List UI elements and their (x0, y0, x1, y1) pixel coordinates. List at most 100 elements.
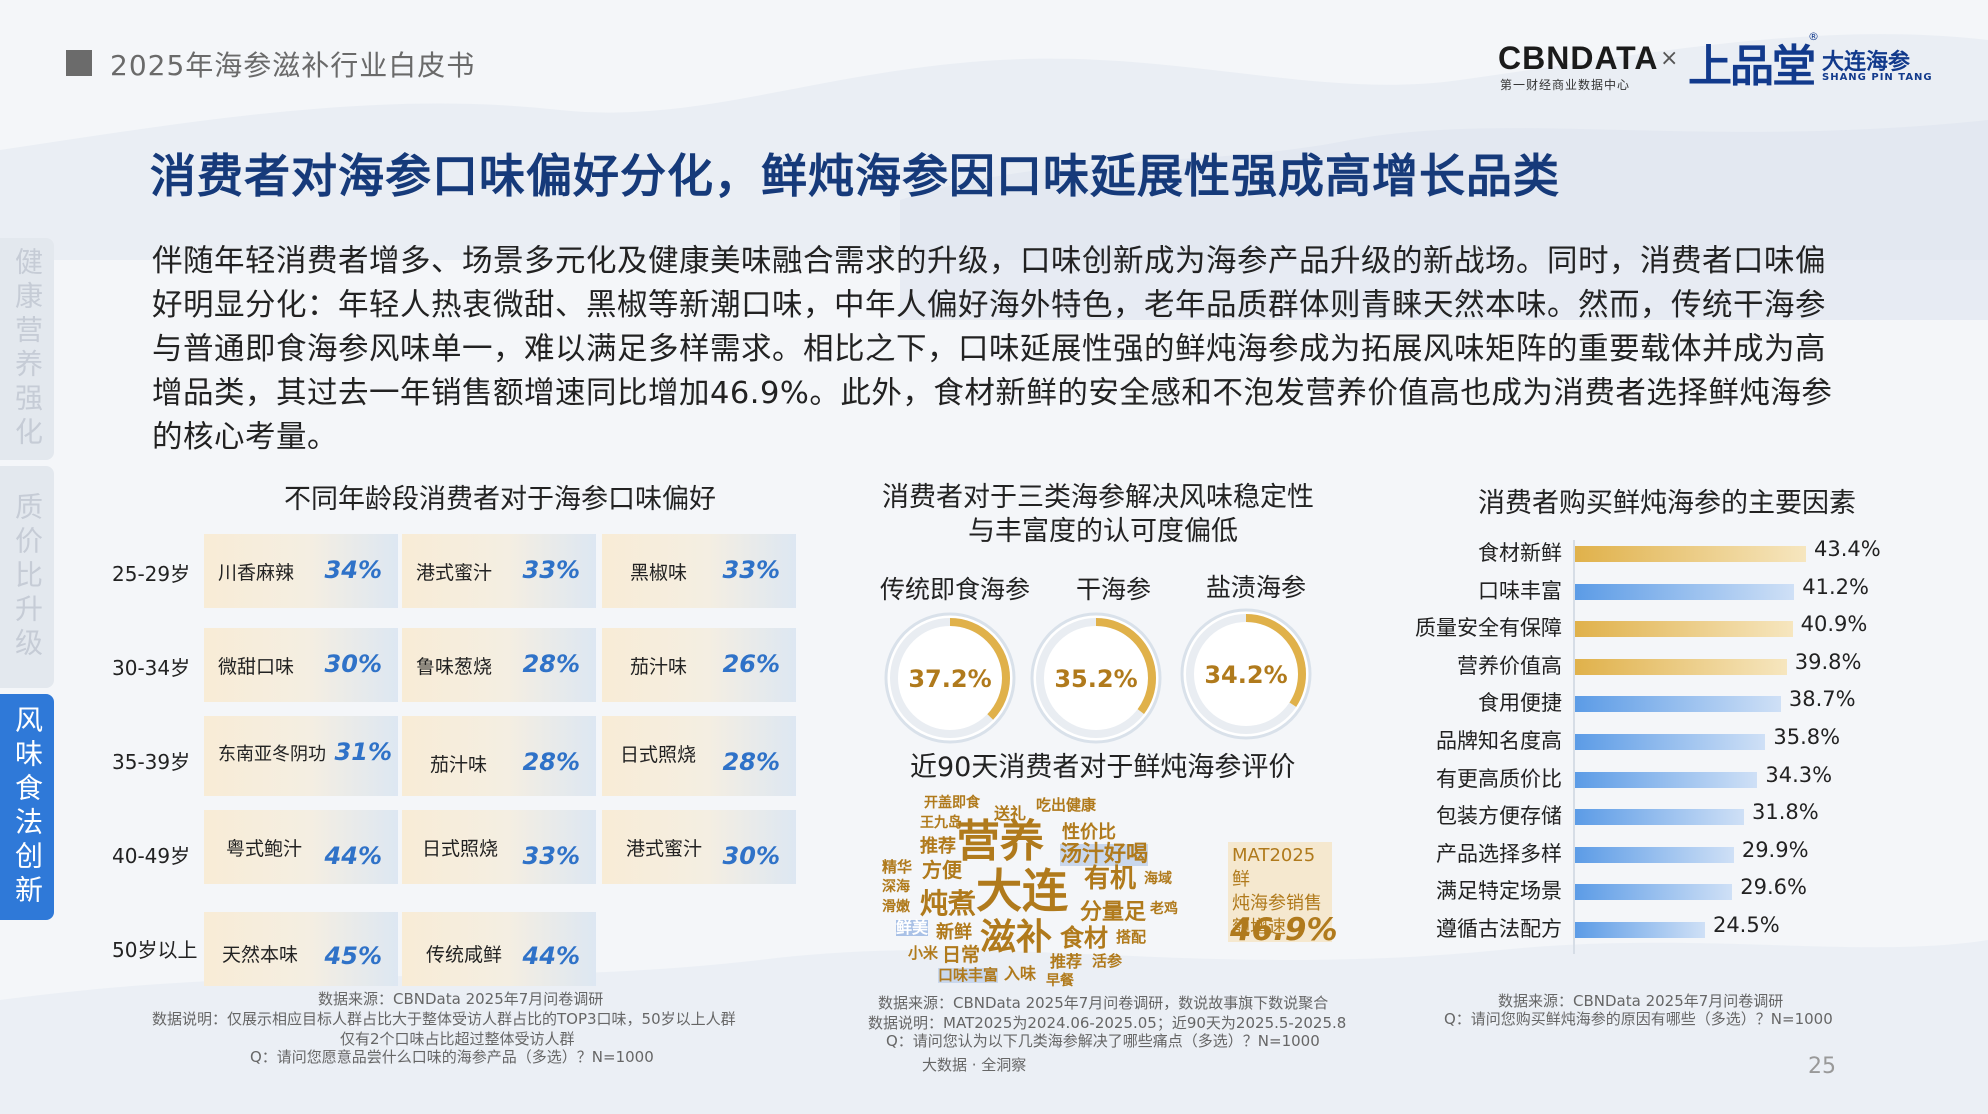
flavor-pct: 31% (334, 738, 392, 766)
wordcloud-word: 日常 (942, 944, 981, 966)
data-note: 数据说明：仅展示相应目标人群占比大于整体受访人群占比的TOP3口味，50岁以上人… (152, 1010, 736, 1028)
source-note: 数据来源：CBNData 2025年7月问卷调研，数说故事旗下数说聚合 (878, 994, 1329, 1012)
donut-background (1030, 612, 1162, 744)
wordcloud-word: 送礼 (994, 804, 1027, 823)
bar (1574, 734, 1766, 750)
bar-category-label: 质量安全有保障 (1415, 616, 1562, 641)
bar-category-label: 营养价值高 (1457, 653, 1562, 678)
bar-category-label: 口味丰富 (1478, 578, 1562, 603)
data-note-cont: 仅有2个口味占比超过整体受访人群 (340, 1030, 575, 1048)
wordcloud-word: 海域 (1144, 871, 1172, 887)
flavor-pct: 33% (722, 556, 780, 584)
wordcloud-word: 性价比 (1062, 822, 1116, 843)
age-label: 30-34岁 (112, 656, 191, 680)
bar-category-label: 品牌知名度高 (1436, 729, 1562, 753)
side-tab-label: 质价比升级 (11, 492, 44, 662)
flavor-pct: 28% (722, 748, 780, 776)
bar (1574, 621, 1793, 638)
flavor-pct: 26% (722, 650, 780, 678)
flavor-name: 东南亚冬阴功 (218, 744, 326, 765)
wordcloud-word: 方便 (922, 858, 962, 882)
side-tab-label: 健康营养强化 (11, 247, 44, 451)
flavor-cell: 微甜口味 30% (204, 628, 398, 702)
flavor-name: 传统咸鲜 (426, 944, 503, 966)
shangpintang-logo: 上品堂 (1688, 41, 1816, 92)
bar (1574, 771, 1758, 788)
wordcloud-word: 有机 (1084, 864, 1137, 894)
registered-mark: ® (1808, 30, 1819, 43)
wordcloud: 开盖即食 送礼 吃出健康 王九岛 性价比 营养 推荐 汤汁好喝 精华 方便 深海 大连 有机 海域 滑嫩 炖煮… (876, 790, 1186, 1000)
brand-slogan: 大数据 · 全洞察 (922, 1056, 1027, 1074)
wordcloud-word: 吃出健康 (1036, 796, 1097, 814)
wordcloud-word: 汤汁好喝 (1060, 842, 1149, 867)
side-tab-health[interactable]: 健康营养强化 (0, 238, 54, 460)
flavor-pct: 28% (522, 748, 580, 776)
flavor-name: 粤式鲍汁 (226, 838, 303, 860)
wordcloud-word: 老鸡 (1150, 901, 1178, 917)
flavor-cell: 鲁味葱烧 28% (402, 628, 596, 702)
bar-category-label: 食用便捷 (1478, 691, 1562, 716)
bar-value-label: 29.6% (1740, 875, 1807, 900)
flavor-cell: 茄汁味 26% (602, 628, 796, 702)
flavor-cell: 黑椒味 33% (602, 534, 796, 608)
flavor-cell: 港式蜜汁 30% (602, 810, 796, 884)
wordcloud-word: 活参 (1092, 952, 1123, 970)
flavor-pct: 34% (324, 556, 382, 584)
wordcloud-word: 搭配 (1116, 928, 1147, 946)
flavor-name: 川香麻辣 (218, 562, 295, 584)
wordcloud-word: 鲜美 (896, 918, 929, 937)
donut-background (1180, 608, 1312, 740)
wordcloud-word: 小米 (908, 944, 939, 962)
bar-value-label: 34.3% (1765, 762, 1833, 787)
source-note: 数据来源：CBNData 2025年7月问卷调研 (1498, 992, 1784, 1010)
bar-value-label: 39.8% (1794, 649, 1862, 674)
wordcloud-word: 分量足 (1080, 900, 1147, 925)
wordcloud-word: 早餐 (1046, 973, 1074, 989)
donut-arc (890, 618, 1010, 738)
wordcloud-word: 王九岛 (920, 815, 962, 831)
circle-chart-title-line1: 消费者对于三类海参解决风味稳定性 (882, 482, 1314, 513)
age-label: 35-39岁 (112, 750, 191, 774)
flavor-cell: 日式照烧 28% (602, 716, 796, 796)
wordcloud-word: 大连 (976, 864, 1068, 918)
donut-background (884, 612, 1016, 744)
side-tab-value[interactable]: 质价比升级 (0, 466, 54, 688)
bar-value-label: 29.9% (1741, 837, 1809, 862)
side-tab-flavor-active[interactable]: 风味食法创新 (0, 694, 54, 920)
wordcloud-word: 新鲜 (936, 922, 972, 943)
wordcloud-word: 深海 (882, 879, 910, 895)
bar-value-label: 41.2% (1802, 574, 1869, 599)
circle-chart-title-line2: 与丰富度的认可度偏低 (968, 516, 1238, 547)
bar (1574, 546, 1806, 562)
cbndata-logo: CBNDATA (1498, 40, 1659, 76)
flavor-cell: 传统咸鲜 44% (402, 912, 596, 986)
wordcloud-word: 推荐 (920, 836, 956, 857)
wordcloud-word: 炖煮 (920, 887, 977, 920)
side-tab-label: 风味食法创新 (11, 705, 44, 909)
partner-name: 大连海参 (1822, 50, 1911, 75)
question-note: Q：请问您愿意品尝什么口味的海参产品（多选）？N=1000 (250, 1048, 654, 1066)
bar-category-label: 有更高质价比 (1436, 766, 1562, 791)
flavor-chart-title: 不同年龄段消费者对于海参口味偏好 (284, 484, 716, 515)
flavor-name: 鲁味葱烧 (416, 656, 493, 678)
flavor-pct: 44% (522, 942, 580, 970)
bar-category-label: 包装方便存储 (1436, 804, 1562, 829)
donut-value-label: 35.2% (1054, 665, 1137, 693)
bar (1574, 922, 1705, 938)
flavor-cell: 粤式鲍汁 44% (204, 810, 398, 884)
flavor-name: 日式照烧 (620, 744, 697, 766)
source-note: 数据来源：CBNData 2025年7月问卷调研 (318, 990, 604, 1008)
bar-category-label: 满足特定场景 (1436, 879, 1562, 904)
circle-category-label: 盐渍海参 (1206, 573, 1307, 602)
flavor-name: 茄汁味 (630, 656, 688, 678)
flavor-pct: 30% (324, 650, 382, 678)
donut-value-label: 34.2% (1204, 661, 1287, 689)
flavor-cell: 天然本味 45% (204, 912, 398, 986)
bar-value-label: 35.8% (1773, 725, 1841, 749)
wordcloud-word: 滋补 (980, 917, 1053, 958)
cbndata-logo-subtitle: 第一财经商业数据中心 (1500, 78, 1631, 92)
bar-chart-title: 消费者购买鲜炖海参的主要因素 (1478, 488, 1856, 519)
donut-arc (1036, 618, 1156, 738)
mat-label-line: 炖海参销售 (1232, 893, 1322, 914)
bar-value-label: 38.7% (1788, 687, 1856, 712)
